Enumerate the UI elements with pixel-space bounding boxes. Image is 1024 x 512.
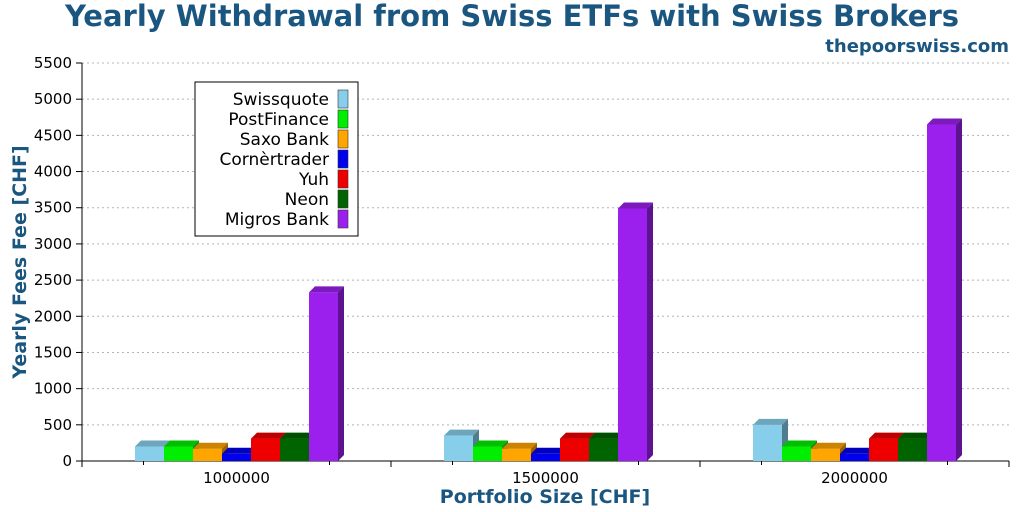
legend-label: Neon (285, 190, 329, 210)
chart-subtitle: thepoorswiss.com (825, 36, 1009, 57)
legend-item: Cornèrtrader (220, 149, 349, 170)
legend-label: Migros Bank (225, 210, 329, 230)
x-tick-label: 1000000 (203, 469, 270, 487)
x-axis-label: Portfolio Size [CHF] (440, 486, 650, 508)
bar (753, 418, 788, 461)
legend-label: Cornèrtrader (220, 150, 330, 170)
y-tick-label: 5000 (34, 90, 72, 108)
y-tick-label: 0 (62, 452, 72, 470)
bar (927, 118, 962, 461)
x-tick-label: 1500000 (512, 469, 579, 487)
legend-item: Neon (285, 189, 349, 210)
legend-label: Swissquote (233, 90, 329, 110)
legend-label: PostFinance (228, 110, 329, 130)
y-tick-label: 3000 (34, 235, 72, 253)
y-tick-label: 5500 (34, 54, 72, 72)
legend-swatch (337, 109, 349, 129)
y-tick-label: 3500 (34, 199, 72, 217)
bar (618, 202, 653, 461)
legend-swatch (337, 129, 349, 149)
y-tick-label: 1000 (34, 380, 72, 398)
legend-item: Saxo Bank (240, 129, 349, 150)
legend-label: Yuh (298, 170, 329, 190)
legend-swatch (337, 169, 349, 189)
y-tick-label: 4500 (34, 126, 72, 144)
y-tick-label: 1500 (34, 343, 72, 361)
y-tick-label: 4000 (34, 163, 72, 181)
axes: 0 500 1000 1500 2000 2500 3000 3500 4000 4500 5000… (34, 54, 1010, 487)
legend-box (194, 81, 359, 237)
y-tick-label: 2500 (34, 271, 72, 289)
legend-item: Migros Bank (225, 209, 349, 230)
legend-swatch (337, 89, 349, 109)
legend-swatch (337, 149, 349, 169)
legend-item: Yuh (298, 169, 349, 190)
y-axis-label: Yearly Fees Fee [CHF] (9, 145, 31, 379)
legend-swatch (337, 189, 349, 209)
x-tick-label: 2000000 (821, 469, 888, 487)
chart-title: Yearly Withdrawal from Swiss ETFs with S… (64, 0, 959, 33)
bar (309, 286, 344, 461)
legend-swatch (337, 209, 349, 229)
legend-item: PostFinance (228, 109, 349, 130)
y-tick-label: 500 (43, 416, 72, 434)
bars (135, 118, 962, 461)
y-tick-label: 2000 (34, 307, 72, 325)
legend-label: Saxo Bank (240, 130, 329, 150)
legend-item: Swissquote (233, 89, 349, 110)
